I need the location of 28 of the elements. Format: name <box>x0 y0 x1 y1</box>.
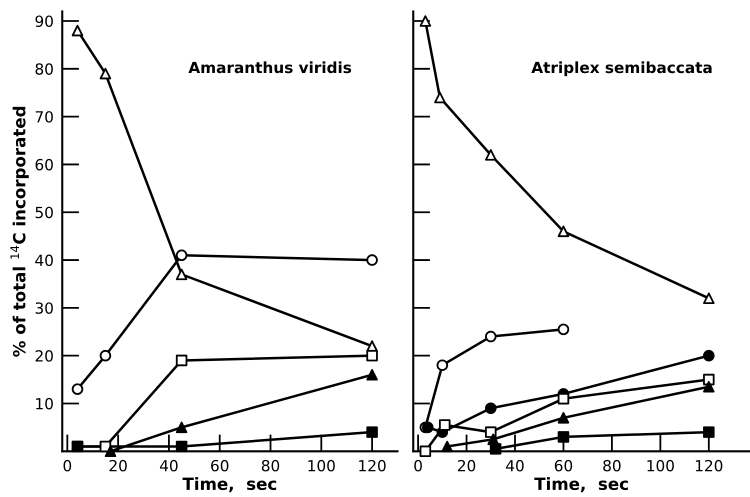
y-tick-label: 30 <box>36 302 53 314</box>
x-tick-label: 60 <box>554 460 572 472</box>
x-axis-title: Time, sec <box>534 477 628 492</box>
text: Atriplex semibaccata <box>531 61 712 76</box>
x-tick-label: 80 <box>603 460 621 472</box>
x-tick-label: 60 <box>211 460 228 472</box>
x-axis-title: Time, sec <box>182 477 276 492</box>
x-tick-label: 120 <box>696 460 722 472</box>
y-tick-label: 40 <box>35 254 53 266</box>
y-tick-label: 70 <box>36 111 53 123</box>
x-tick-label: 20 <box>458 460 476 472</box>
x-tick-label: 0 <box>414 460 422 472</box>
x-tick-label: 100 <box>647 460 674 472</box>
x-tick-label: 20 <box>110 460 127 472</box>
y-tick-label: 10 <box>36 398 53 410</box>
x-tick-label: 0 <box>63 460 72 472</box>
text: Amaranthus viridis <box>188 61 352 74</box>
x-tick-label: 100 <box>308 460 335 472</box>
y-axis-title: % of total $^{14}$C incorporated <box>10 106 29 357</box>
y-tick-label: 60 <box>36 158 53 170</box>
x-tick-label: 40 <box>506 460 524 472</box>
x-tick-label: 40 <box>160 460 178 472</box>
x-tick-label: 120 <box>359 460 386 472</box>
y-tick-label: 50 <box>36 206 53 218</box>
y-tick-label: 20 <box>36 350 53 362</box>
x-tick-label: 80 <box>262 460 280 472</box>
y-tick-label: 80 <box>36 63 53 75</box>
y-tick-label: 90 <box>35 15 53 28</box>
